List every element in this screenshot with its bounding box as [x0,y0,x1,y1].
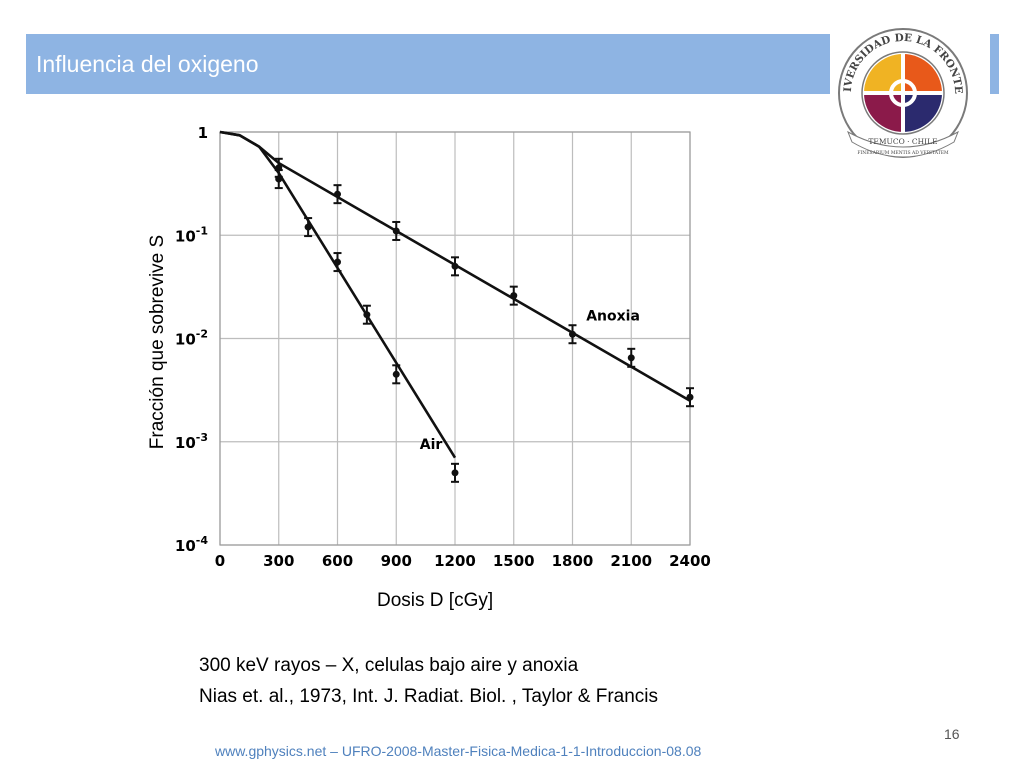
caption-line-1: 300 keV rayos – X, celulas bajo aire y a… [199,655,579,676]
point-marker [304,223,312,231]
point-marker [686,393,694,401]
x-tick-labels: 0 300 600 900 1200 1500 1800 2100 2400 [215,552,711,570]
y-tick-label: 10-3 [175,431,208,452]
series-labels: Anoxia Air [420,308,640,453]
y-tick-label: 10-1 [175,224,208,245]
x-tick-label: 1500 [493,552,535,570]
plot-frame [219,131,691,546]
caption-line-2: Nias et. al., 1973, Int. J. Radiat. Biol… [199,686,659,707]
chart-points [274,157,694,483]
data-point-anoxia [392,220,401,241]
x-tick-label: 0 [215,552,225,570]
x-tick-label: 2400 [669,552,711,570]
series-label-air: Air [420,437,443,453]
point-marker [569,330,576,338]
data-point-anoxia [568,324,577,345]
data-point-air [451,462,459,483]
y-axis-label: Fracción que sobrevive S [147,234,168,450]
page-number: 16 [944,726,960,742]
data-point-air [362,304,371,325]
slide-title: Influencia del oxigeno [36,51,259,77]
y-tick-label: 10-2 [175,328,208,349]
x-tick-label: 2100 [610,552,652,570]
point-marker [451,469,459,477]
x-axis-label: Dosis D [cGy] [377,590,494,611]
point-marker [392,227,400,235]
logo-text-motto: FINESARIUM MENTIS AD VERITATEM [857,150,949,156]
y-tick-labels: 1 10-1 10-2 10-3 10-4 [175,124,208,555]
survival-chart: 0 300 600 900 1200 1500 1800 2100 2400 1 10-1 10-2… [175,124,711,570]
point-marker [627,354,635,362]
data-point-anoxia [509,285,518,306]
data-point-air [333,252,342,273]
data-point-air [274,169,283,190]
data-point-anoxia [333,184,342,205]
point-marker [510,292,518,300]
title-bar: Influencia del oxigeno [26,34,830,94]
point-marker [334,190,341,198]
chart-grid [219,131,691,546]
point-marker [275,175,283,183]
point-marker [451,262,459,270]
data-point-anoxia [686,387,694,408]
data-point-anoxia [451,256,459,277]
series-label-anoxia: Anoxia [586,308,640,324]
x-tick-label: 600 [322,552,353,570]
figure-caption: 300 keV rayos – X, celulas bajo aire y a… [199,650,658,712]
x-tick-label: 1800 [552,552,594,570]
point-marker [392,370,400,378]
point-marker [363,311,371,319]
y-tick-label: 10-4 [175,534,208,555]
x-tick-label: 1200 [434,552,476,570]
title-bar-edge [990,34,999,94]
y-tick-label: 1 [198,124,208,142]
point-marker [334,258,341,266]
data-point-air [304,217,313,238]
x-tick-label: 300 [263,552,294,570]
university-logo: UNIVERSIDAD DE LA FRONTERA TEMUCO · CHIL… [832,22,968,158]
x-tick-label: 900 [381,552,412,570]
logo-text-ribbon: TEMUCO · CHILE [868,137,937,146]
data-point-air [392,364,401,385]
data-point-anoxia [627,347,636,368]
footer-text: www.gphysics.net – UFRO-2008-Master-Fisi… [215,743,702,759]
